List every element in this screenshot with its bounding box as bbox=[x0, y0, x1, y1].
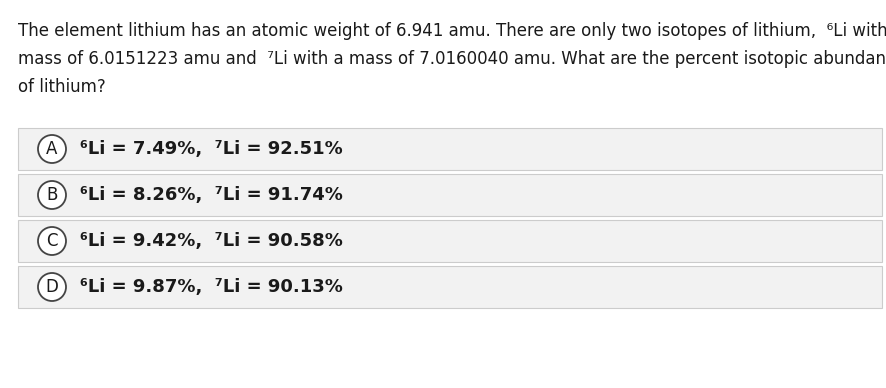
Text: ⁶Li = 9.87%,  ⁷Li = 90.13%: ⁶Li = 9.87%, ⁷Li = 90.13% bbox=[80, 278, 343, 296]
Text: ⁶Li = 8.26%,  ⁷Li = 91.74%: ⁶Li = 8.26%, ⁷Li = 91.74% bbox=[80, 186, 343, 204]
Text: of lithium?: of lithium? bbox=[18, 78, 105, 96]
Text: B: B bbox=[46, 186, 58, 204]
FancyBboxPatch shape bbox=[18, 220, 881, 262]
Ellipse shape bbox=[38, 273, 66, 301]
Text: mass of 6.0151223 amu and  ⁷Li with a mass of 7.0160040 amu. What are the percen: mass of 6.0151223 amu and ⁷Li with a mas… bbox=[18, 50, 886, 68]
Text: D: D bbox=[45, 278, 58, 296]
Text: ⁶Li = 7.49%,  ⁷Li = 92.51%: ⁶Li = 7.49%, ⁷Li = 92.51% bbox=[80, 140, 342, 158]
Ellipse shape bbox=[38, 227, 66, 255]
Ellipse shape bbox=[38, 181, 66, 209]
FancyBboxPatch shape bbox=[18, 266, 881, 308]
Text: C: C bbox=[46, 232, 58, 250]
Text: ⁶Li = 9.42%,  ⁷Li = 90.58%: ⁶Li = 9.42%, ⁷Li = 90.58% bbox=[80, 232, 343, 250]
Text: The element lithium has an atomic weight of 6.941 amu. There are only two isotop: The element lithium has an atomic weight… bbox=[18, 22, 886, 40]
Text: A: A bbox=[46, 140, 58, 158]
Ellipse shape bbox=[38, 135, 66, 163]
FancyBboxPatch shape bbox=[18, 128, 881, 170]
FancyBboxPatch shape bbox=[18, 174, 881, 216]
